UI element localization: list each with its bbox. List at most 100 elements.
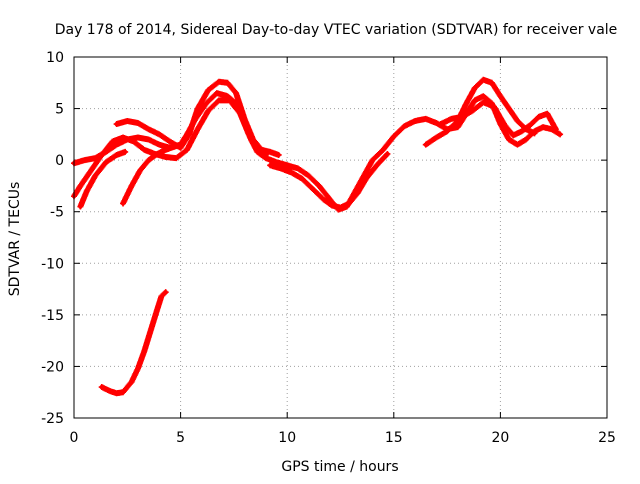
series-late-arc-b	[437, 99, 559, 139]
data-point	[506, 106, 512, 111]
data-point	[255, 147, 260, 153]
data-point	[148, 328, 153, 333]
data-point	[423, 142, 428, 147]
data-point	[114, 152, 119, 158]
data-point	[114, 391, 119, 396]
data-point	[545, 111, 550, 116]
data-point	[385, 151, 390, 157]
data-point	[159, 294, 164, 299]
data-point	[172, 144, 177, 149]
x-tick-label: 15	[385, 430, 403, 446]
data-point	[203, 101, 209, 106]
data-point	[195, 106, 200, 111]
y-tick-label: 5	[55, 102, 64, 118]
data-point	[274, 160, 279, 165]
data-point	[438, 121, 443, 127]
data-point	[289, 170, 294, 175]
data-point	[129, 183, 134, 189]
data-point	[464, 101, 469, 106]
data-point	[88, 168, 94, 173]
data-point	[114, 121, 119, 127]
data-point	[114, 142, 119, 147]
x-tick-label: 5	[176, 430, 185, 446]
chart-title: Day 178 of 2014, Sidereal Day-to-day VTE…	[55, 22, 618, 38]
data-point	[246, 132, 252, 137]
data-point	[78, 204, 83, 209]
data-point	[163, 154, 168, 160]
data-point	[295, 166, 301, 171]
data-point	[120, 201, 126, 206]
plot-frame	[73, 56, 608, 419]
data-point	[267, 163, 273, 168]
data-point	[142, 348, 147, 354]
data-point	[423, 116, 428, 122]
data-point	[216, 98, 222, 103]
data-point	[206, 87, 211, 93]
data-point	[380, 147, 386, 153]
data-point	[355, 190, 360, 196]
data-point	[108, 388, 113, 394]
data-point	[154, 307, 160, 312]
x-axis-label: GPS time / hours	[281, 459, 398, 475]
data-point	[167, 139, 173, 144]
data-point	[99, 152, 104, 158]
data-point	[93, 173, 98, 178]
series-main-arc-c	[71, 97, 269, 200]
data-point	[472, 85, 478, 91]
data-point	[146, 157, 151, 163]
data-point	[276, 152, 281, 158]
data-point	[470, 108, 475, 113]
data-point	[481, 100, 486, 105]
data-point	[528, 122, 533, 128]
data-point	[120, 390, 126, 395]
data-point	[553, 127, 559, 132]
data-point	[216, 79, 222, 84]
data-point	[267, 149, 273, 155]
data-point	[329, 203, 335, 208]
series-trough-arc	[267, 150, 391, 211]
series-early-rise	[77, 148, 129, 210]
data-point	[174, 155, 179, 161]
data-point	[321, 197, 326, 202]
series-mid-rise	[120, 140, 186, 207]
y-tick-label: -5	[50, 205, 64, 221]
data-point	[157, 132, 162, 137]
data-points	[71, 76, 564, 397]
y-tick-label: 10	[46, 50, 64, 66]
x-tick-label: 10	[278, 430, 296, 446]
data-point	[78, 183, 83, 189]
data-point	[459, 114, 465, 120]
y-tick-label: -10	[41, 256, 64, 272]
data-point	[135, 120, 141, 126]
data-point	[278, 166, 284, 171]
data-point	[519, 129, 524, 134]
data-point	[129, 379, 134, 385]
data-point	[225, 80, 230, 85]
data-point	[310, 186, 315, 192]
data-point	[449, 116, 454, 122]
data-point	[370, 157, 375, 163]
data-point	[472, 98, 478, 103]
data-point	[402, 123, 407, 129]
data-point	[502, 122, 507, 128]
data-point	[125, 118, 130, 124]
data-point	[233, 90, 239, 96]
x-tick-label: 0	[70, 430, 79, 446]
data-point	[374, 163, 379, 168]
data-point	[135, 135, 141, 140]
data-point	[110, 139, 115, 144]
data-point	[481, 77, 486, 82]
data-point	[510, 133, 516, 138]
data-point	[481, 93, 486, 99]
data-point	[122, 149, 128, 155]
axis-ticks: 0 5 10 15 20 25 -25 -20 -15 -10 -5 0 5 10	[41, 50, 616, 446]
data-point	[557, 132, 563, 137]
data-point	[536, 114, 541, 120]
data-point	[346, 201, 352, 206]
data-point	[163, 147, 168, 153]
data-point	[184, 147, 190, 153]
data-point	[532, 131, 537, 136]
data-point	[84, 188, 89, 194]
y-tick-label: -20	[41, 359, 64, 375]
